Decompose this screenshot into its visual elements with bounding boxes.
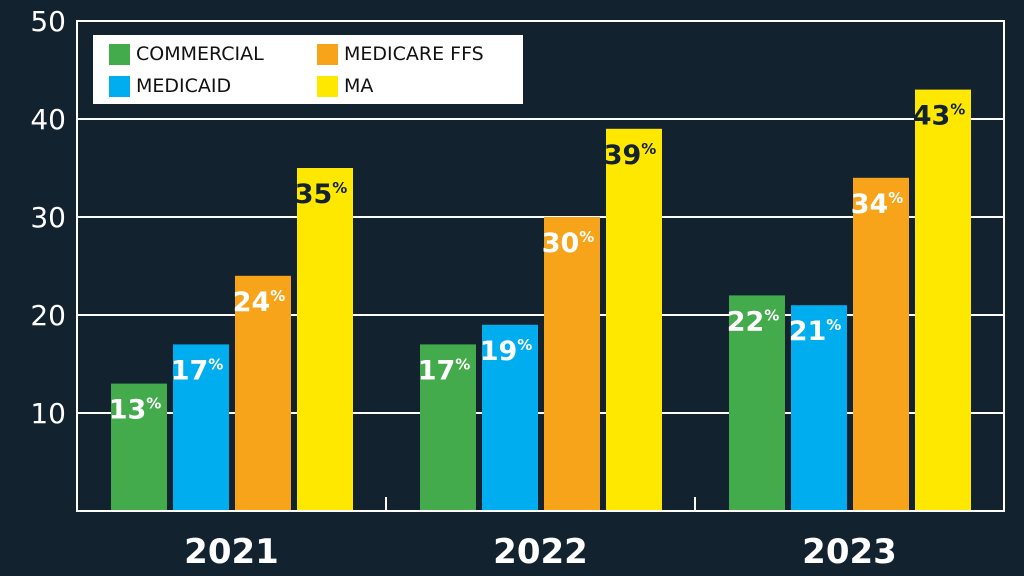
bar-commercial-2023 xyxy=(729,295,785,511)
data-label-medicaid-2023: 21% xyxy=(789,316,842,347)
data-label-ma-2021: 35% xyxy=(295,179,348,210)
data-label-commercial-2023: 22% xyxy=(727,306,780,337)
legend-item-ma: MA xyxy=(317,75,373,97)
data-label-medicaid-2021: 17% xyxy=(171,355,224,386)
legend-label-commercial: COMMERCIAL xyxy=(136,43,264,65)
x-axis-ticks: 2021 2022 2023 xyxy=(184,497,897,572)
y-tick-label-50: 50 xyxy=(30,5,66,38)
y-tick-label-10: 10 xyxy=(30,397,66,430)
y-tick-label-20: 20 xyxy=(30,299,66,332)
legend-item-medicare-ffs: MEDICARE FFS xyxy=(317,43,484,65)
bar-ma-2022 xyxy=(606,128,662,512)
plot-frame xyxy=(76,20,1005,512)
legend-item-commercial: COMMERCIAL xyxy=(109,43,264,65)
bar-medicare-ffs-2022 xyxy=(544,217,600,511)
bar-commercial-2021 xyxy=(111,383,167,511)
data-label-medicare-ffs-2022: 30% xyxy=(542,228,595,259)
x-tick-label-2022: 2022 xyxy=(493,532,588,572)
data-labels: 13% 17% 22% 17% 19% 21% 24% 30% 34% 35% 39% 43% xyxy=(109,101,966,426)
legend-label-medicare-ffs: MEDICARE FFS xyxy=(344,43,484,65)
legend-label-medicaid: MEDICAID xyxy=(136,75,232,97)
bar-ma-2023 xyxy=(915,89,971,511)
gridlines xyxy=(77,118,1004,414)
plot-border xyxy=(76,20,1005,512)
x-tick-label-2021: 2021 xyxy=(184,532,279,572)
bar-medicare-ffs-2023 xyxy=(853,177,909,512)
legend-swatch-commercial xyxy=(109,43,130,65)
bars xyxy=(111,89,971,512)
data-label-medicare-ffs-2023: 34% xyxy=(851,189,904,220)
data-label-commercial-2021: 13% xyxy=(109,395,162,426)
legend: COMMERCIAL MEDICARE FFS MEDICAID MA xyxy=(93,35,523,104)
legend-item-medicaid: MEDICAID xyxy=(109,75,231,97)
legend-swatch-ma xyxy=(317,75,338,97)
y-tick-label-30: 30 xyxy=(30,201,66,234)
legend-swatch-medicare-ffs xyxy=(317,43,338,65)
bar-ma-2021 xyxy=(297,168,353,511)
bar-medicaid-2022 xyxy=(482,324,538,511)
y-tick-label-40: 40 xyxy=(30,103,66,136)
x-tick-label-2023: 2023 xyxy=(802,532,897,572)
data-label-ma-2022: 39% xyxy=(604,140,657,171)
bar-medicaid-2023 xyxy=(791,305,847,511)
data-label-ma-2023: 43% xyxy=(913,101,966,132)
y-axis-ticks: 10 20 30 40 50 xyxy=(30,5,66,430)
bar-medicaid-2021 xyxy=(173,344,229,511)
data-label-medicaid-2022: 19% xyxy=(480,336,533,367)
bar-medicare-ffs-2021 xyxy=(235,275,291,511)
data-label-medicare-ffs-2021: 24% xyxy=(233,287,286,318)
data-label-commercial-2022: 17% xyxy=(418,355,471,386)
bar-commercial-2022 xyxy=(420,344,476,511)
legend-label-ma: MA xyxy=(344,75,374,97)
legend-swatch-medicaid xyxy=(109,75,130,97)
